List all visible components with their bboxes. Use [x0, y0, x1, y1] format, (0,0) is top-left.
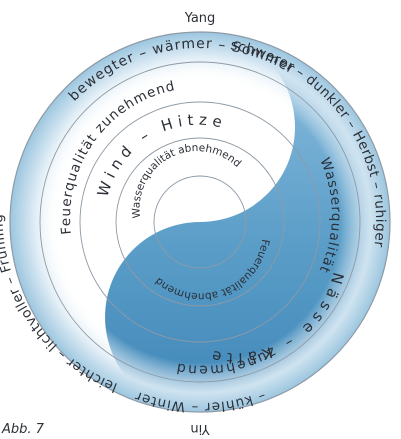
figure-caption: Abb. 7 [1, 422, 45, 437]
outer-rim-wash [10, 32, 390, 412]
ring-3 [115, 137, 285, 307]
ring-1 [39, 61, 361, 383]
ring-4 [153, 175, 247, 269]
outer-rim-line [9, 31, 391, 413]
pole-yang: Yang [184, 11, 216, 26]
ring-2 [79, 101, 321, 343]
pole-yin: Yin [190, 421, 210, 436]
